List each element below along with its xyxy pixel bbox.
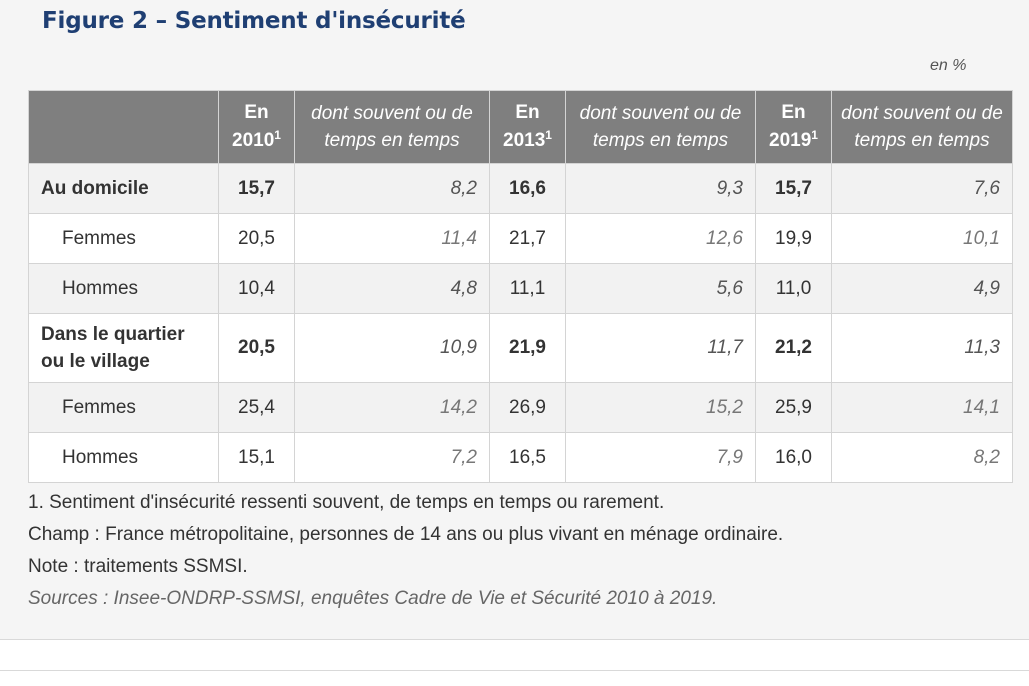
table-cell: 4,9: [831, 263, 1013, 314]
table-cell: 16,5: [489, 432, 566, 483]
divider: [0, 639, 1029, 640]
divider: [0, 670, 1029, 671]
table-cell: 14,2: [294, 382, 490, 433]
table-cell: 21,9: [489, 313, 566, 383]
table-cell: 11,4: [294, 213, 490, 264]
row-label: Dans le quartier ou le village: [28, 313, 219, 383]
table-row: Femmes 20,5 11,4 21,7 12,6 19,9 10,1: [28, 213, 1013, 264]
table-cell: 11,3: [831, 313, 1013, 383]
table-cell: 7,2: [294, 432, 490, 483]
table-cell: 7,9: [565, 432, 756, 483]
table-row: Dans le quartier ou le village 20,5 10,9…: [28, 313, 1013, 383]
champ-text: Champ : France métropolitaine, personnes…: [28, 524, 784, 545]
table-cell: 15,7: [218, 163, 295, 214]
header-2013-often: dont souvent ou de temps en temps: [565, 90, 756, 164]
table-cell: 7,6: [831, 163, 1013, 214]
table-cell: 9,3: [565, 163, 756, 214]
table-row: Au domicile 15,7 8,2 16,6 9,3 15,7 7,6: [28, 163, 1013, 214]
table-cell: 15,7: [755, 163, 832, 214]
table-cell: 15,1: [218, 432, 295, 483]
table-cell: 10,4: [218, 263, 295, 314]
header-2010: En 20101: [218, 90, 295, 164]
data-table: En 20101 dont souvent ou de temps en tem…: [28, 90, 1013, 483]
row-label: Au domicile: [28, 163, 219, 214]
row-label: Hommes: [28, 263, 219, 314]
header-2010-often: dont souvent ou de temps en temps: [294, 90, 490, 164]
table-cell: 10,1: [831, 213, 1013, 264]
table-cell: 14,1: [831, 382, 1013, 433]
table-cell: 21,7: [489, 213, 566, 264]
row-label: Hommes: [28, 432, 219, 483]
row-label: Femmes: [28, 213, 219, 264]
header-corner: [28, 90, 219, 164]
table-cell: 16,0: [755, 432, 832, 483]
table-cell: 25,4: [218, 382, 295, 433]
table-cell: 11,7: [565, 313, 756, 383]
footnote-text: 1. Sentiment d'insécurité ressenti souve…: [28, 492, 665, 513]
table-cell: 15,2: [565, 382, 756, 433]
table-cell: 12,6: [565, 213, 756, 264]
header-2019: En 20191: [755, 90, 832, 164]
table-cell: 19,9: [755, 213, 832, 264]
figure-container: Figure 2 – Sentiment d'insécurité en % E…: [28, 8, 1013, 618]
header-2013: En 20131: [489, 90, 566, 164]
row-label: Femmes: [28, 382, 219, 433]
table-cell: 25,9: [755, 382, 832, 433]
table-cell: 20,5: [218, 213, 295, 264]
figure-title: Figure 2 – Sentiment d'insécurité: [42, 8, 466, 34]
unit-label: en %: [930, 57, 967, 74]
note-text: Note : traitements SSMSI.: [28, 556, 248, 577]
header-2019-often: dont souvent ou de temps en temps: [831, 90, 1013, 164]
table-cell: 8,2: [831, 432, 1013, 483]
table-row: Hommes 15,1 7,2 16,5 7,9 16,0 8,2: [28, 432, 1013, 483]
table-row: Femmes 25,4 14,2 26,9 15,2 25,9 14,1: [28, 382, 1013, 433]
table-cell: 11,1: [489, 263, 566, 314]
table-row: Hommes 10,4 4,8 11,1 5,6 11,0 4,9: [28, 263, 1013, 314]
table-cell: 11,0: [755, 263, 832, 314]
figure-notes: 1. Sentiment d'insécurité ressenti souve…: [28, 490, 783, 618]
table-cell: 10,9: [294, 313, 490, 383]
table-cell: 21,2: [755, 313, 832, 383]
sources-text: Sources : Insee-ONDRP-SSMSI, enquêtes Ca…: [28, 588, 718, 609]
table-cell: 5,6: [565, 263, 756, 314]
table-cell: 16,6: [489, 163, 566, 214]
table-header-row: En 20101 dont souvent ou de temps en tem…: [28, 90, 1013, 164]
table-cell: 26,9: [489, 382, 566, 433]
table-cell: 20,5: [218, 313, 295, 383]
table-cell: 4,8: [294, 263, 490, 314]
table-cell: 8,2: [294, 163, 490, 214]
